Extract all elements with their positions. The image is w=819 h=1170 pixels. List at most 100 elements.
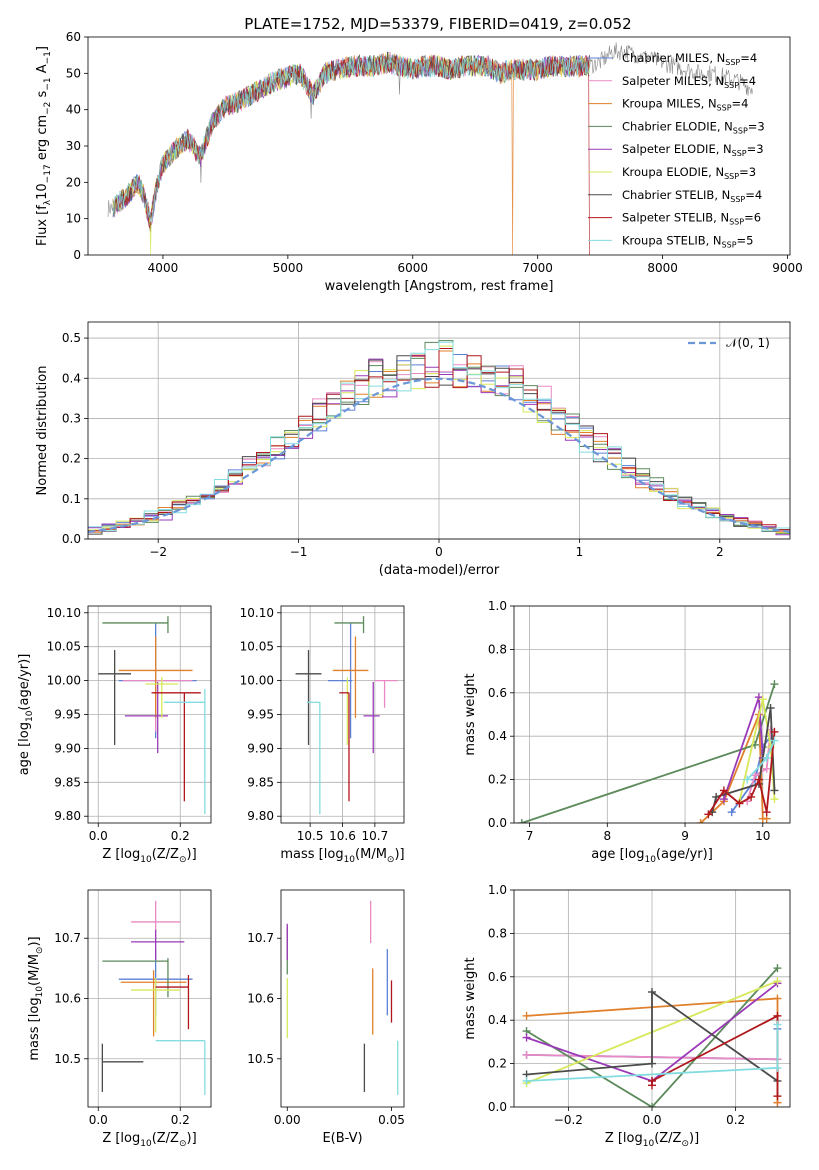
y-axis-label-part: 10	[35, 986, 45, 998]
x-tick-label: 0.0	[642, 1113, 661, 1127]
x-tick-label: 0.05	[378, 1113, 405, 1127]
x-axis-label: mass [log10(M/M⊙)]	[280, 847, 404, 865]
y-axis-label-part: 10	[35, 183, 50, 200]
y-tick-label: 1.0	[488, 599, 507, 613]
x-tick-label: 0	[435, 545, 443, 559]
y-tick-label: 0	[73, 248, 81, 262]
x-axis-label-part: ⊙	[387, 855, 395, 865]
legend-entry: Salpeter ELODIE, NSSP=3	[622, 142, 764, 158]
y-axis-label-part: )]	[27, 936, 42, 946]
legend-entry-part: =4	[732, 97, 749, 111]
plot-area	[295, 616, 398, 815]
axes-frame	[513, 889, 791, 1108]
y-axis-label-part: −1	[43, 51, 53, 64]
x-tick-label: 9000	[772, 261, 803, 275]
model-spectrum-line	[112, 55, 590, 223]
x-axis-label-part: )]	[689, 1131, 699, 1146]
x-tick-label: 4000	[148, 261, 179, 275]
y-tick-label: 10	[66, 212, 81, 226]
legend-entry-part: Kroupa STELIB, N	[622, 233, 722, 247]
legend-entry-part: =3	[739, 165, 756, 179]
y-tick-label: 0.0	[488, 816, 507, 830]
y-axis-label-part: Flux [f	[35, 205, 50, 246]
y-tick-label: 10.5	[247, 1052, 274, 1066]
axes-frame	[87, 36, 791, 256]
legend-entry-part: =6	[744, 211, 761, 225]
y-tick-label: 10.10	[240, 606, 274, 620]
y-tick-label: 9.90	[54, 741, 81, 755]
y-tick-label: 10.6	[54, 992, 81, 1006]
y-axis-label: Flux [fλ10−17 erg cm−2 s−1 A−1]	[35, 46, 53, 246]
y-tick-label: 10.7	[247, 931, 274, 945]
y-tick-label: 0.2	[62, 452, 81, 466]
x-tick-label: 0.2	[171, 829, 190, 843]
y-tick-label: 0.8	[488, 926, 507, 940]
plot-area	[101, 900, 206, 1095]
legend-entry-part: Salpeter STELIB, N	[622, 211, 729, 225]
y-axis-label: mass weight	[463, 957, 478, 1039]
axes-frame	[513, 605, 791, 824]
normal-curve	[88, 377, 790, 534]
legend-entry-part: =4	[739, 74, 756, 88]
x-axis-label-part: 10	[643, 1139, 655, 1149]
legend-entry-part: SSP	[717, 104, 732, 113]
y-tick-label: 60	[66, 30, 81, 44]
legend-entry-part: =3	[747, 142, 764, 156]
x-axis-label-part: ⊙	[179, 855, 187, 865]
y-tick-label: 20	[66, 175, 81, 189]
legend-entry: Chabrier STELIB, NSSP=4	[622, 188, 762, 204]
x-axis-label: Z [log10(Z/Z⊙)]	[102, 847, 196, 865]
y-tick-label: 50	[66, 66, 81, 80]
y-tick-label: 10.05	[47, 640, 81, 654]
y-axis-label: age [log10(age/yr)]	[17, 654, 35, 776]
y-axis-label-part: ⊙	[35, 947, 45, 955]
axes-frame	[280, 889, 405, 1108]
legend-entry-part: Kroupa ELODIE, N	[622, 165, 724, 179]
x-axis-label: Z [log10(Z/Z⊙)]	[102, 1131, 196, 1149]
legend-entry-part: Chabrier STELIB, N	[622, 188, 730, 202]
x-axis-label-part: age [log	[591, 847, 644, 862]
legend-entry: Kroupa MILES, NSSP=4	[622, 97, 748, 113]
y-tick-label: 10.5	[54, 1052, 81, 1066]
axes-mass-vs-EBV: 0.00 0.05 10.5 10.6 10.7 E(B-V)	[247, 889, 405, 1146]
y-tick-label: 0.4	[488, 729, 507, 743]
x-tick-label: 0.2	[171, 1113, 190, 1127]
y-tick-label: 9.90	[247, 741, 274, 755]
plot-area	[517, 680, 779, 823]
weight-line	[526, 967, 779, 1107]
x-axis-label: wavelength [Angstrom, rest frame]	[325, 279, 554, 294]
x-tick-label: 9	[681, 829, 689, 843]
x-tick-label: 8000	[647, 261, 678, 275]
y-axis-label-part: age [log	[17, 722, 32, 775]
x-tick-label: 10.6	[329, 829, 356, 843]
legend-entry: Kroupa ELODIE, NSSP=3	[622, 165, 756, 181]
y-tick-label: 9.80	[247, 809, 274, 823]
axes-age-vs-Z: 0.0 0.2 9.80 9.85 9.90 9.95 10.00 10.05 10.10 Z […	[17, 605, 212, 865]
legend-entry: Chabrier MILES, NSSP=4	[622, 51, 757, 67]
x-tick-label: 0.0	[89, 829, 108, 843]
x-tick-label: −2	[149, 545, 167, 559]
x-tick-label: 6000	[397, 261, 428, 275]
y-axis-label-part: −2	[43, 102, 53, 115]
y-axis-label-part: erg cm	[35, 115, 50, 164]
plot-area	[522, 964, 782, 1107]
model-spectrum-line	[112, 54, 590, 255]
legend-entry: Chabrier ELODIE, NSSP=3	[622, 119, 765, 135]
legend-entry: 𝒩(0, 1)	[726, 336, 770, 350]
y-tick-label: 0.4	[488, 1013, 507, 1027]
chart-layer: 4000 5000 6000 7000 8000 90000102030405060wav…	[17, 30, 803, 1149]
legend-entry-part: Salpeter MILES, N	[622, 74, 724, 88]
x-axis-label-part: (Z/Z	[152, 1131, 179, 1146]
legend-entry-part: SSP	[722, 240, 737, 249]
y-axis-label-part: mass [log	[27, 997, 42, 1060]
x-axis-label: Z [log10(Z/Z⊙)]	[605, 1131, 699, 1149]
histogram-step	[88, 341, 790, 532]
y-tick-label: 0.0	[62, 532, 81, 546]
x-tick-label: 0.2	[726, 1113, 745, 1127]
x-axis-label: E(B-V)	[322, 1131, 362, 1146]
plot-area	[107, 42, 753, 255]
legend-entry-part: SSP	[725, 58, 740, 67]
y-tick-label: 0.6	[488, 686, 507, 700]
